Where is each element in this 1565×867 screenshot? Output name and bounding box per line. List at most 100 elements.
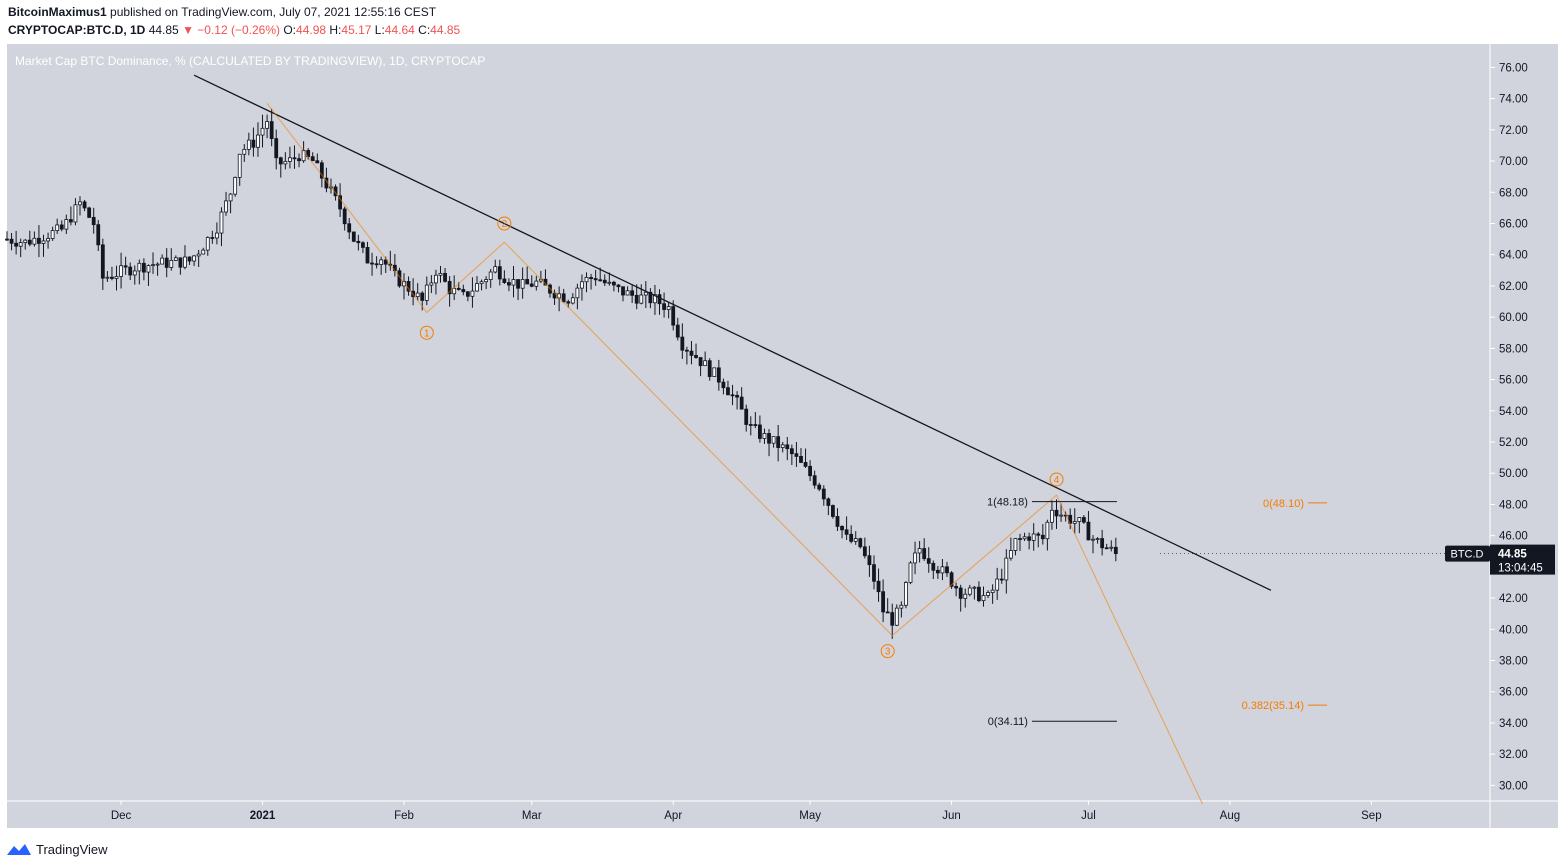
x-tick-label: 2021 — [250, 810, 276, 822]
candle-body — [589, 277, 593, 279]
candle-body — [87, 207, 92, 218]
price-tag: 44.85 13:04:45 — [1490, 544, 1555, 575]
candle-body — [611, 281, 616, 286]
candle-body — [123, 265, 128, 268]
candle-body — [338, 195, 343, 210]
candle-body — [59, 224, 64, 230]
candle-body — [671, 306, 676, 326]
fib-level-label: 1(48.18) — [987, 497, 1028, 509]
high-label: H: — [329, 23, 342, 37]
candle-body — [639, 294, 644, 304]
candle-body — [853, 538, 858, 542]
candle-body — [155, 263, 160, 266]
candle-body — [803, 462, 808, 467]
candle-body — [634, 294, 639, 304]
candle-body — [465, 291, 470, 297]
candle-body — [999, 578, 1004, 581]
candle-body — [954, 585, 959, 589]
candle-body — [580, 281, 584, 289]
candle-body — [1031, 533, 1036, 541]
candle-body — [808, 465, 813, 477]
candle-body — [625, 290, 630, 296]
candle-body — [995, 578, 1000, 591]
candle-body — [931, 562, 936, 571]
candle-body — [575, 287, 580, 299]
y-tick-label: 64.00 — [1499, 250, 1528, 262]
footer-brand: TradingView — [36, 841, 108, 857]
candle-body — [41, 240, 46, 244]
candle-body — [949, 572, 954, 587]
last-price: 44.85 — [148, 23, 179, 37]
y-tick-label: 42.00 — [1499, 593, 1528, 605]
candle-body — [926, 558, 931, 564]
candle-body — [602, 279, 607, 284]
candle-body — [694, 355, 698, 358]
symbol-tag: BTC.D — [1445, 545, 1490, 562]
candle-body — [205, 237, 210, 251]
candle-body — [712, 367, 717, 377]
y-tick-label: 30.00 — [1499, 780, 1528, 792]
chart-title: Market Cap BTC Dominance, % (CALCULATED … — [15, 54, 485, 68]
descending-trendline — [193, 74, 1272, 591]
elliott-wave-path — [266, 102, 1204, 805]
candle-body — [990, 589, 995, 593]
candle-body — [935, 569, 940, 574]
candle-body — [648, 291, 653, 304]
candle-body — [55, 224, 60, 232]
candle-body — [105, 276, 110, 279]
open-label: O: — [283, 23, 297, 37]
candle-body — [858, 538, 863, 548]
candle-body — [680, 336, 685, 351]
candle-body — [570, 297, 575, 304]
candle-body — [274, 138, 279, 159]
candle-body — [1081, 517, 1086, 523]
candle-body — [265, 121, 269, 129]
candle-body — [215, 232, 219, 239]
candle-body — [1045, 521, 1050, 540]
x-tick-label: May — [799, 810, 821, 822]
y-tick-label: 60.00 — [1499, 312, 1528, 324]
y-tick-label: 74.00 — [1499, 94, 1528, 106]
candle-body — [785, 444, 790, 450]
wave-label-3: 3 — [880, 644, 895, 659]
publish-info: published on TradingView.com, July 07, 2… — [110, 5, 437, 19]
candle-body — [210, 237, 215, 239]
candle-body — [14, 242, 19, 247]
candle-body — [5, 238, 9, 241]
symbol-label: CRYPTOCAP:BTC.D, 1D — [8, 23, 146, 37]
candle-body — [201, 249, 206, 255]
price-chart[interactable]: Market Cap BTC Dominance, % (CALCULATED … — [0, 40, 1565, 830]
candle-body — [1086, 521, 1091, 541]
candle-body — [707, 360, 712, 377]
candle-body — [187, 256, 192, 262]
candle-body — [160, 257, 165, 265]
candle-body — [703, 360, 708, 367]
author-name[interactable]: BitcoinMaximus1 — [8, 5, 107, 19]
chart-container[interactable]: Market Cap BTC Dominance, % (CALCULATED … — [0, 40, 1565, 830]
candle-body — [1022, 536, 1027, 540]
tradingview-footer[interactable]: TradingView — [6, 839, 108, 859]
candle-body — [479, 281, 484, 285]
candle-body — [1040, 534, 1045, 540]
candle-body — [415, 292, 420, 298]
candle-body — [420, 292, 425, 301]
y-tick-label: 58.00 — [1499, 343, 1528, 355]
candle-body — [110, 276, 114, 279]
candle-body — [817, 484, 822, 490]
candle-body — [748, 424, 753, 426]
candle-body — [456, 287, 461, 290]
y-tick-label: 56.00 — [1499, 375, 1528, 387]
candle-body — [342, 208, 347, 225]
candle-body — [37, 237, 41, 244]
candle-body — [844, 529, 849, 535]
candle-body — [904, 582, 908, 606]
candle-body — [183, 256, 187, 268]
candle-body — [799, 456, 803, 463]
candle-body — [319, 162, 324, 179]
candle-body — [958, 587, 963, 599]
candle-body — [233, 177, 238, 195]
x-tick-label: Aug — [1220, 810, 1240, 822]
y-tick-label: 36.00 — [1499, 687, 1528, 699]
y-tick-label: 48.00 — [1499, 499, 1528, 511]
candle-body — [128, 266, 133, 276]
